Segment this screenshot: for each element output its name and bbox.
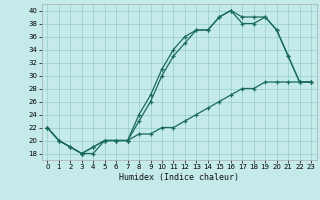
X-axis label: Humidex (Indice chaleur): Humidex (Indice chaleur) [119,173,239,182]
